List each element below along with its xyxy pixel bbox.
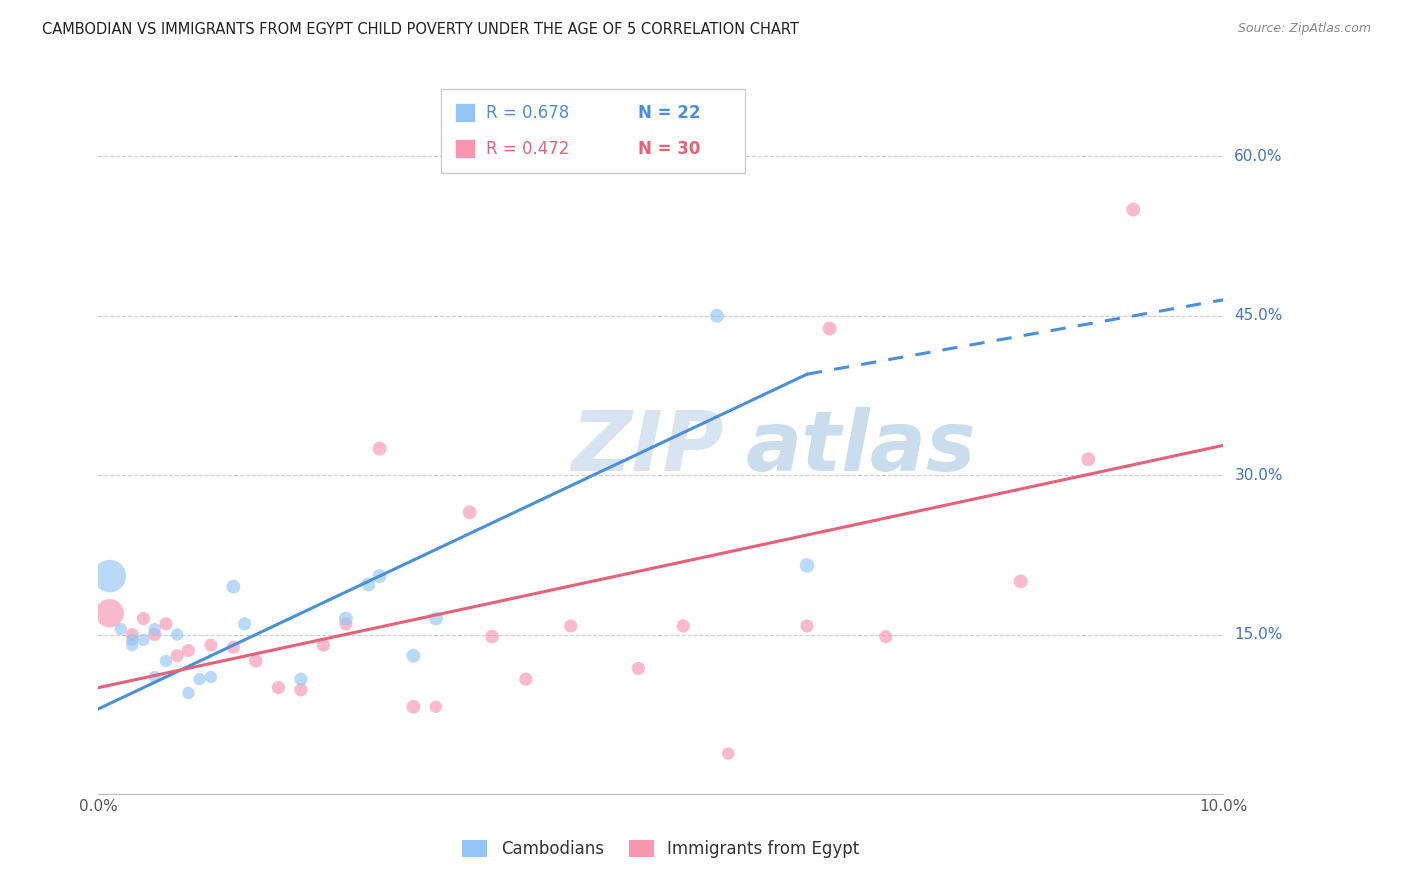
Point — [357, 577, 380, 591]
Text: 60.0%: 60.0% — [1234, 149, 1282, 164]
Text: ZIP: ZIP — [571, 407, 724, 488]
Point — [1122, 202, 1144, 217]
Point — [335, 616, 357, 631]
FancyBboxPatch shape — [441, 89, 745, 172]
Bar — [456, 103, 475, 122]
Point — [155, 654, 177, 668]
Point — [98, 569, 121, 583]
Text: R = 0.472: R = 0.472 — [486, 140, 569, 158]
Point — [312, 638, 335, 652]
Point — [132, 611, 155, 625]
Bar — [456, 139, 475, 159]
Point — [143, 627, 166, 641]
Point — [222, 640, 245, 655]
Point — [177, 643, 200, 657]
Point — [706, 309, 728, 323]
Point — [560, 619, 582, 633]
Point — [458, 505, 481, 519]
Point — [627, 661, 650, 675]
Point — [425, 611, 447, 625]
Point — [515, 672, 537, 686]
Point — [425, 699, 447, 714]
Point — [110, 622, 132, 636]
Point — [143, 670, 166, 684]
Text: CAMBODIAN VS IMMIGRANTS FROM EGYPT CHILD POVERTY UNDER THE AGE OF 5 CORRELATION : CAMBODIAN VS IMMIGRANTS FROM EGYPT CHILD… — [42, 22, 799, 37]
Point — [121, 632, 143, 647]
Point — [121, 638, 143, 652]
Text: N = 22: N = 22 — [638, 103, 700, 121]
Point — [818, 321, 841, 335]
Point — [335, 611, 357, 625]
Point — [222, 580, 245, 594]
Point — [177, 686, 200, 700]
Text: 15.0%: 15.0% — [1234, 627, 1282, 642]
Point — [717, 747, 740, 761]
Point — [143, 622, 166, 636]
Legend: Cambodians, Immigrants from Egypt: Cambodians, Immigrants from Egypt — [456, 833, 866, 865]
Point — [188, 672, 211, 686]
Point — [132, 632, 155, 647]
Point — [796, 558, 818, 573]
Text: R = 0.678: R = 0.678 — [486, 103, 569, 121]
Point — [166, 648, 188, 663]
Point — [368, 442, 391, 456]
Point — [166, 627, 188, 641]
Text: 45.0%: 45.0% — [1234, 309, 1282, 323]
Point — [875, 630, 897, 644]
Point — [672, 619, 695, 633]
Point — [402, 699, 425, 714]
Point — [290, 682, 312, 697]
Point — [1077, 452, 1099, 467]
Text: atlas: atlas — [745, 407, 976, 488]
Text: N = 30: N = 30 — [638, 140, 700, 158]
Text: 30.0%: 30.0% — [1234, 467, 1282, 483]
Point — [121, 627, 143, 641]
Point — [155, 616, 177, 631]
Point — [200, 670, 222, 684]
Point — [267, 681, 290, 695]
Point — [481, 630, 503, 644]
Point — [1010, 574, 1032, 589]
Point — [796, 619, 818, 633]
Point — [368, 569, 391, 583]
Point — [200, 638, 222, 652]
Point — [233, 616, 256, 631]
Point — [402, 648, 425, 663]
Point — [245, 654, 267, 668]
Point — [290, 672, 312, 686]
Point — [98, 607, 121, 621]
Text: Source: ZipAtlas.com: Source: ZipAtlas.com — [1237, 22, 1371, 36]
